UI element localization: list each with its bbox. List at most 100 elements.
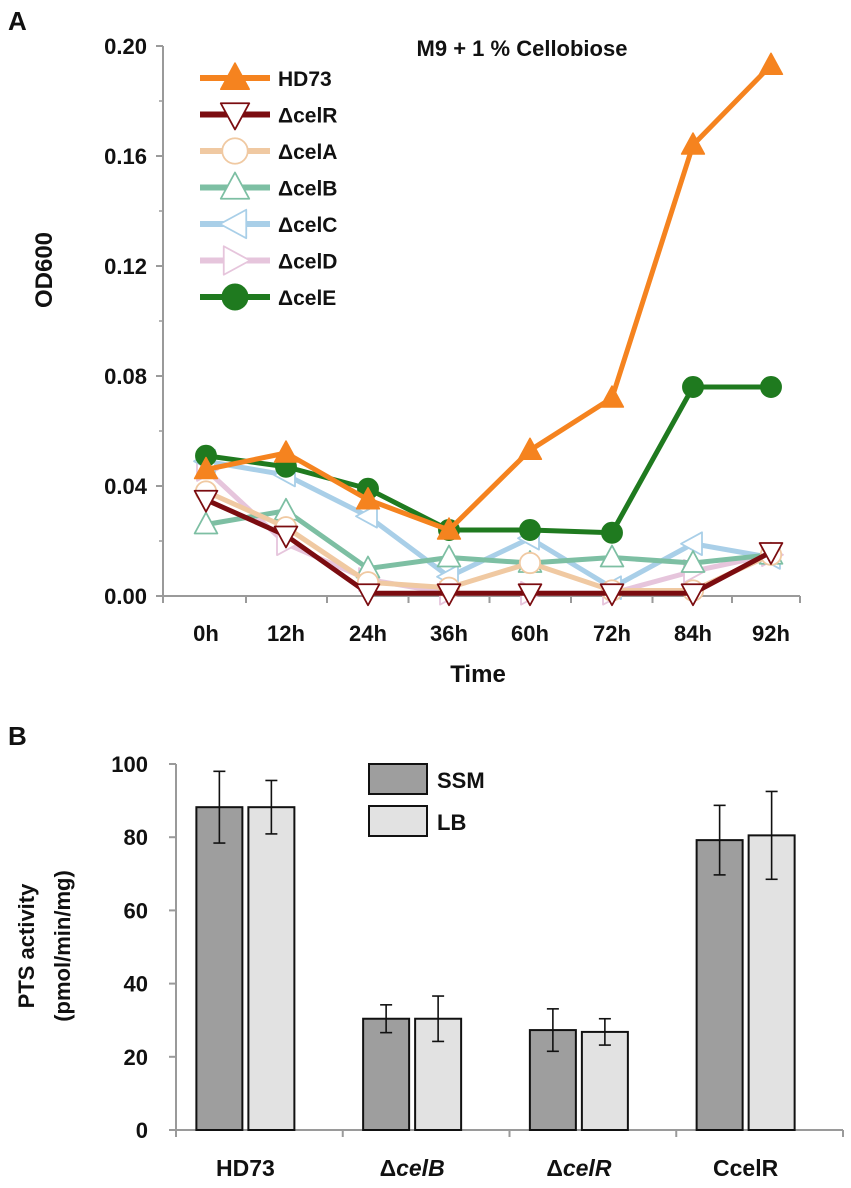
point-delta-cele-72h [601, 521, 623, 544]
legend-marker-hd73 [220, 62, 250, 90]
point-delta-cele-60h [519, 519, 541, 541]
panel-a-label: A [8, 6, 27, 36]
point-delta-celr-92h [758, 542, 784, 565]
legend-label-delta-cele: ΔcelE [278, 287, 336, 310]
x-tick-label-b-hd73: HD73 [216, 1155, 275, 1181]
legend-label-delta-cela: ΔcelA [278, 141, 337, 164]
point-delta-cele-92h [760, 376, 782, 398]
y-tick-label-b: 100 [111, 752, 148, 777]
y-axis-title-a: OD600 [31, 232, 58, 308]
y-tick-label-a: 0.16 [104, 144, 147, 169]
point-delta-celb-72h [599, 544, 625, 568]
legend-marker-delta-celr [219, 102, 251, 131]
point-delta-celr-84h [680, 583, 706, 607]
point-delta-celr-60h [517, 583, 543, 607]
legend-marker-delta-celc [219, 208, 248, 240]
bar-group-hd73 [195, 770, 296, 1131]
y-tick-label-b: 60 [124, 898, 148, 923]
point-hd73-24h [355, 487, 381, 510]
point-delta-cela-60h [518, 551, 542, 575]
bar-group-ccelr [695, 790, 796, 1131]
legend-marker-delta-celb [219, 171, 251, 200]
error-bar-ssm-delta-celb [380, 1004, 393, 1034]
chart-a-title: M9 + 1 % Cellobiose [417, 36, 628, 61]
legend-label-delta-celc: ΔcelC [278, 214, 337, 237]
y-tick-label-b: 40 [124, 972, 148, 997]
error-bar-lb-ccelr [765, 790, 778, 881]
point-delta-celb-84h [680, 550, 706, 573]
x-tick-label-a-60h: 60h [511, 621, 549, 646]
series-line-hd73 [205, 63, 773, 533]
point-delta-celr-72h [599, 583, 625, 607]
point-delta-celr-36h [436, 583, 462, 607]
panel-a: A M9 + 1 % Cellobiose 0.00 0.04 0.08 0.12 0.16… [8, 6, 801, 688]
point-hd73-92h [758, 52, 784, 75]
y-tick-label-b: 0 [136, 1118, 148, 1143]
y-axis-title-b-line2: (pmol/min/mg) [50, 870, 75, 1022]
x-axis-title-a: Time [450, 661, 506, 688]
bar-group-delta-celr [528, 1008, 629, 1132]
point-hd73-12h [273, 440, 299, 463]
x-tick-label-a-92h: 92h [752, 621, 790, 646]
point-hd73-72h [599, 385, 625, 408]
legend-a: HD73 ΔcelR ΔcelA ΔcelB ΔcelC ΔcelD ΔcelE [200, 62, 337, 311]
error-bar-ssm-delta-celr [546, 1008, 559, 1053]
series-line-delta-cela [204, 489, 773, 593]
y-axis-title-b-line1: PTS activity [14, 883, 39, 1008]
panel-b-label: B [8, 721, 27, 751]
x-tick-label-a-36h: 36h [430, 621, 468, 646]
x-tick-label-a-24h: 24h [349, 621, 387, 646]
y-tick-label-a: 0.04 [104, 474, 148, 499]
error-bar-lb-hd73 [265, 779, 278, 835]
legend-b: SSM LB [368, 763, 485, 837]
y-tick-label-b: 20 [124, 1045, 148, 1070]
legend-swatch-lb [368, 805, 428, 837]
y-tick-label-a: 0.08 [104, 364, 147, 389]
series-line-delta-celb [205, 508, 772, 571]
error-bar-ssm-ccelr [713, 804, 726, 876]
legend-label-delta-celb: ΔcelB [278, 178, 337, 201]
bar-group-delta-celb [362, 995, 463, 1132]
point-delta-celc-24h [355, 503, 378, 529]
legend-label-ssm: SSM [437, 768, 485, 793]
legend-label-lb: LB [437, 810, 466, 835]
point-delta-celb-0h [193, 511, 219, 535]
point-delta-cele-84h [682, 376, 704, 398]
bar-lb-hd73 [247, 806, 296, 1131]
legend-label-delta-celr: ΔcelR [278, 105, 337, 128]
panel-b: B 0 20 40 60 80 100 PTS activity (pmol/min/mg) HD… [8, 721, 844, 1181]
bar-lb-ccelr [747, 834, 796, 1131]
point-delta-celr-0h [193, 489, 219, 513]
point-delta-celb-36h [436, 544, 462, 568]
bar-ssm-delta-celb [362, 1017, 411, 1132]
bar-ssm-hd73 [195, 806, 244, 1131]
y-tick-label-a: 0.00 [104, 584, 147, 609]
series-line-delta-celc [205, 458, 772, 591]
legend-label-hd73: HD73 [278, 68, 332, 91]
y-tick-label-b: 80 [124, 825, 148, 850]
legend-swatch-ssm [368, 763, 428, 795]
y-tick-label-a: 0.12 [104, 254, 147, 279]
series-line-delta-cele [205, 384, 771, 536]
x-tick-label-a-84h: 84h [674, 621, 712, 646]
series-delta-celr [193, 489, 784, 607]
x-tick-label-a-12h: 12h [267, 621, 305, 646]
series-line-delta-celr [204, 497, 773, 596]
x-tick-label-b-delta-celr: ΔcelR [546, 1155, 612, 1181]
point-delta-celr-24h [355, 583, 381, 607]
error-bar-lb-delta-celr [598, 1017, 611, 1046]
x-tick-label-b-delta-celb: ΔcelB [380, 1155, 445, 1181]
x-tick-label-b-ccelr: CcelR [713, 1155, 779, 1181]
x-tick-label-a-72h: 72h [593, 621, 631, 646]
legend-marker-delta-cele [221, 283, 249, 311]
point-hd73-60h [517, 437, 543, 460]
legend-marker-delta-cela [221, 137, 249, 165]
point-hd73-36h [436, 517, 462, 540]
legend-marker-delta-celd [222, 245, 251, 276]
error-bar-ssm-hd73 [213, 770, 226, 844]
point-delta-celr-12h [273, 525, 299, 549]
point-hd73-0h [193, 456, 219, 480]
bar-lb-delta-celr [580, 1030, 629, 1131]
x-tick-label-a-0h: 0h [193, 621, 219, 646]
